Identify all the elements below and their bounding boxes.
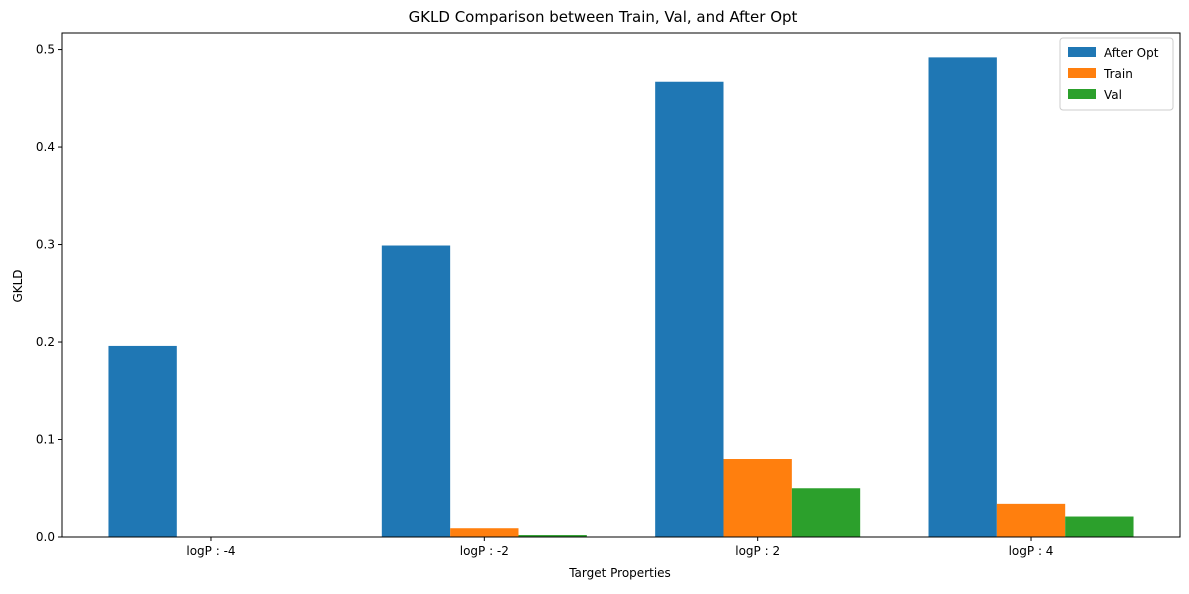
bar-after-opt-3 — [928, 57, 997, 538]
bar-after-opt-2 — [655, 81, 724, 538]
legend-swatch — [1068, 89, 1096, 99]
bar-val-1 — [518, 535, 587, 537]
x-tick-label: logP : 2 — [735, 544, 780, 558]
y-tick-label: 0.3 — [36, 238, 55, 252]
axes-group: 0.0 0.1 0.2 0.3 0.4 0.5 logP : -4 logP : -2 logP… — [36, 32, 1181, 558]
legend-label: Val — [1104, 88, 1122, 102]
bar-train-3 — [996, 503, 1066, 537]
bar-val-2 — [791, 488, 861, 537]
y-tick-label: 0.0 — [36, 530, 55, 544]
y-axis-label: GKLD — [11, 269, 25, 302]
bar-val-3 — [1065, 516, 1134, 537]
bar-train-1 — [450, 528, 519, 537]
plot-frame — [61, 32, 1181, 538]
x-tick-label: logP : -2 — [460, 544, 509, 558]
y-tick-label: 0.4 — [36, 140, 55, 154]
x-axis-label: Target Properties — [568, 566, 671, 580]
y-tick-label: 0.5 — [36, 43, 55, 57]
x-tick-label: logP : -4 — [186, 544, 235, 558]
y-tick-label: 0.2 — [36, 335, 55, 349]
bar-train-2 — [723, 459, 792, 537]
bar-after-opt-1 — [381, 245, 451, 537]
legend-label: Train — [1103, 67, 1133, 81]
x-tick-label: logP : 4 — [1009, 544, 1054, 558]
legend-swatch — [1068, 68, 1096, 78]
bar-after-opt-0 — [108, 345, 177, 537]
legend-label: After Opt — [1104, 46, 1159, 60]
legend: After Opt Train Val — [1059, 37, 1174, 111]
legend-swatch — [1068, 47, 1096, 57]
chart-title: GKLD Comparison between Train, Val, and … — [409, 8, 798, 26]
bars-group — [108, 57, 1134, 538]
y-tick-label: 0.1 — [36, 433, 55, 447]
